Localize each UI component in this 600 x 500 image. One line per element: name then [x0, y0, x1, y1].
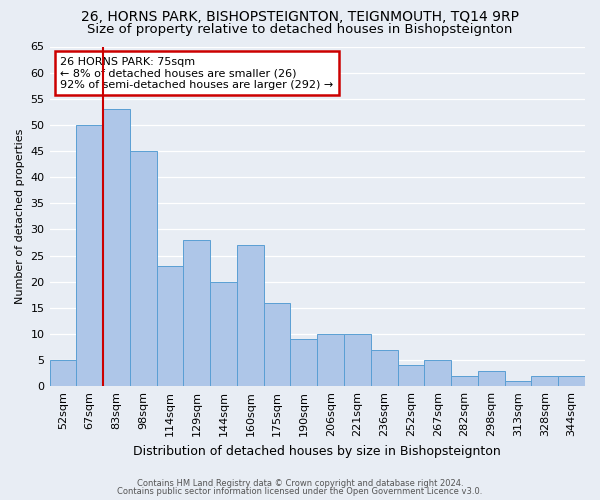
Bar: [290, 339, 317, 386]
Bar: [371, 350, 398, 386]
Text: 26, HORNS PARK, BISHOPSTEIGNTON, TEIGNMOUTH, TQ14 9RP: 26, HORNS PARK, BISHOPSTEIGNTON, TEIGNMO…: [81, 10, 519, 24]
Text: Contains public sector information licensed under the Open Government Licence v3: Contains public sector information licen…: [118, 487, 482, 496]
Bar: [50, 360, 76, 386]
Bar: [184, 240, 210, 386]
Bar: [398, 366, 424, 386]
Bar: [451, 376, 478, 386]
Bar: [103, 109, 130, 386]
Text: Size of property relative to detached houses in Bishopsteignton: Size of property relative to detached ho…: [88, 22, 512, 36]
Bar: [237, 245, 264, 386]
Bar: [317, 334, 344, 386]
Bar: [130, 151, 157, 386]
Bar: [264, 302, 290, 386]
Bar: [424, 360, 451, 386]
Bar: [505, 381, 532, 386]
Bar: [344, 334, 371, 386]
Bar: [210, 282, 237, 386]
Y-axis label: Number of detached properties: Number of detached properties: [15, 128, 25, 304]
Text: Contains HM Land Registry data © Crown copyright and database right 2024.: Contains HM Land Registry data © Crown c…: [137, 478, 463, 488]
Bar: [478, 370, 505, 386]
Text: 26 HORNS PARK: 75sqm
← 8% of detached houses are smaller (26)
92% of semi-detach: 26 HORNS PARK: 75sqm ← 8% of detached ho…: [60, 56, 334, 90]
Bar: [76, 125, 103, 386]
Bar: [532, 376, 558, 386]
X-axis label: Distribution of detached houses by size in Bishopsteignton: Distribution of detached houses by size …: [133, 444, 501, 458]
Bar: [157, 266, 184, 386]
Bar: [558, 376, 585, 386]
